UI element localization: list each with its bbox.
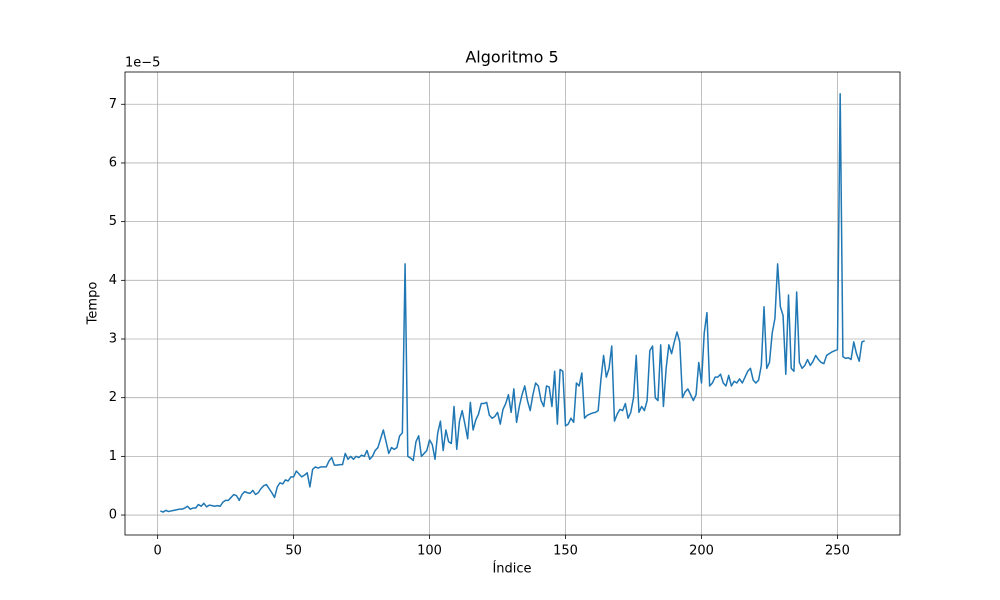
- x-tick-label: 100: [417, 544, 442, 559]
- y-tick-label: 5: [109, 214, 117, 229]
- y-offset-label: 1e−5: [125, 56, 160, 71]
- plot-frame: [124, 71, 901, 536]
- x-axis-label: Índice: [492, 561, 531, 577]
- x-tick-label: 150: [553, 544, 578, 559]
- y-tick-label: 1: [109, 449, 117, 464]
- y-tick-label: 7: [109, 97, 117, 112]
- x-tick-label: 200: [689, 544, 714, 559]
- y-axis-label: Tempo: [86, 282, 101, 326]
- chart-title: Algoritmo 5: [465, 48, 558, 67]
- y-tick-label: 4: [109, 273, 117, 288]
- y-tick-label: 6: [109, 155, 117, 170]
- y-tick-label: 3: [109, 332, 117, 347]
- y-tick-label: 2: [109, 390, 117, 405]
- data-line: [160, 92, 865, 513]
- x-tick-label: 250: [825, 544, 850, 559]
- y-tick-label: 0: [109, 508, 117, 523]
- x-tick-label: 50: [285, 544, 302, 559]
- x-tick-label: 0: [153, 544, 161, 559]
